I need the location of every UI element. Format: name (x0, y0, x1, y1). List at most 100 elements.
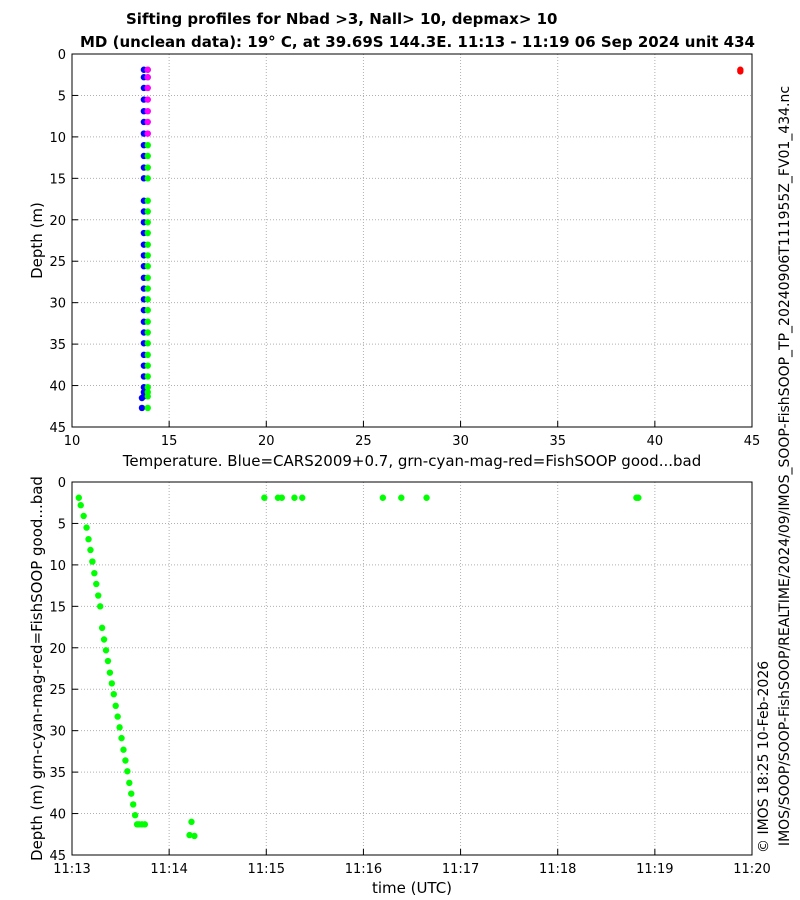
x-tick-label: 11:17 (442, 862, 479, 877)
data-point-green (144, 252, 151, 259)
x-tick-label: 10 (64, 434, 81, 449)
y-tick-label: 10 (49, 131, 66, 146)
data-point-green (114, 713, 121, 720)
data-point-magenta (144, 118, 151, 126)
data-point-magenta (144, 74, 151, 81)
data-point-green (144, 197, 151, 204)
data-point-green (144, 141, 151, 149)
y-tick-label: 45 (49, 849, 66, 864)
y-tick-label: 0 (58, 476, 66, 491)
data-point-green (398, 494, 405, 501)
data-point-green (89, 558, 96, 565)
x-tick-label: 20 (258, 434, 275, 449)
data-point-green (144, 262, 151, 270)
data-point-green (130, 801, 137, 808)
data-point-green (144, 362, 151, 369)
data-point-green (299, 494, 306, 501)
x-tick-label: 11:20 (733, 862, 770, 877)
data-point-green (191, 832, 198, 840)
data-point-green (95, 592, 102, 599)
y-tick-label: 20 (49, 214, 66, 229)
x-tick-label: 11:13 (53, 862, 90, 877)
copyright-label: © IMOS 18:25 10-Feb-2026 (756, 661, 772, 853)
data-point-green (144, 285, 151, 292)
data-point-green (144, 175, 151, 182)
data-point-green (122, 757, 129, 764)
data-point-green (144, 152, 151, 160)
x-tick-label: 11:14 (150, 862, 187, 877)
data-point-green (96, 603, 104, 610)
plot-frame (71, 481, 753, 856)
y-tick-label: 20 (49, 642, 66, 657)
data-point-blue (138, 404, 146, 412)
data-point-green (144, 393, 151, 400)
x-tick-label: 11:16 (345, 862, 382, 877)
data-point-green (116, 724, 123, 731)
data-point-magenta (144, 66, 151, 73)
data-point-green (108, 680, 116, 687)
x-tick-label: 15 (161, 434, 178, 449)
data-point-green (144, 404, 151, 412)
y-tick-label: 30 (49, 297, 66, 312)
data-point-green (188, 818, 195, 826)
data-point-green (110, 690, 117, 698)
y-tick-label: 45 (49, 421, 66, 436)
data-point-green (423, 494, 430, 501)
data-point-green (124, 768, 131, 775)
data-point-green (186, 831, 193, 839)
data-point-green (112, 702, 119, 709)
data-point-green (278, 494, 286, 501)
x-tick-label: 25 (355, 434, 372, 449)
data-point-green (126, 779, 133, 787)
data-point-green (118, 734, 125, 742)
y-axis-label: Depth (m) (28, 202, 46, 279)
data-point-green (80, 512, 87, 520)
y-tick-label: 35 (49, 338, 66, 353)
data-point-green (144, 329, 151, 336)
data-point-green (291, 494, 298, 501)
source-filename-label: IMOS/SOOP/SOOP-FishSOOP/REALTIME/2024/09… (777, 86, 793, 846)
data-point-green (144, 318, 151, 325)
plot-frame (71, 53, 753, 428)
data-point-green (77, 502, 84, 509)
data-point-green (75, 494, 83, 501)
x-axis-label: time (UTC) (372, 879, 452, 897)
y-tick-label: 15 (49, 600, 66, 615)
y-tick-label: 5 (58, 89, 66, 104)
temperature-profile-chart: 10 15 20 25 30 35 40 45 0 5 10 15 20 25 30 35 40 45 Temper… (28, 48, 760, 470)
data-point-green (144, 219, 151, 226)
data-point-green (87, 546, 94, 554)
y-tick-label: 35 (49, 766, 66, 781)
x-tick-label: 40 (647, 434, 664, 449)
data-point-green (83, 524, 90, 531)
data-point-green (144, 373, 151, 380)
y-tick-label: 5 (58, 517, 66, 532)
data-point-blue (138, 394, 146, 402)
y-tick-label: 15 (49, 172, 66, 187)
y-tick-label: 10 (49, 559, 66, 574)
y-tick-label: 25 (49, 255, 66, 270)
data-point-green (120, 746, 127, 753)
data-point-green (102, 647, 110, 654)
data-point-magenta (144, 107, 151, 115)
x-tick-label: 11:19 (636, 862, 673, 877)
y-tick-label: 0 (58, 48, 66, 63)
data-point-magenta (144, 130, 151, 137)
data-point-magenta (144, 84, 151, 92)
data-point-green (379, 494, 387, 501)
data-point-green (144, 351, 151, 359)
data-point-green (635, 494, 642, 501)
y-tick-label: 30 (49, 725, 66, 740)
data-point-magenta (144, 96, 151, 103)
x-axis-label: Temperature. Blue=CARS2009+0.7, grn-cyan… (122, 452, 702, 470)
data-point-green (144, 229, 151, 237)
data-point-green (144, 274, 151, 281)
y-tick-label: 40 (49, 380, 66, 395)
data-point-green (128, 790, 135, 797)
x-tick-label: 30 (452, 434, 469, 449)
y-tick-label: 40 (49, 808, 66, 823)
chart-title-line2: MD (unclean data): 19° C, at 39.69S 144.… (80, 33, 755, 51)
data-point-green (141, 821, 149, 828)
chart-title-line1: Sifting profiles for Nbad >3, Nall> 10, … (126, 10, 558, 28)
